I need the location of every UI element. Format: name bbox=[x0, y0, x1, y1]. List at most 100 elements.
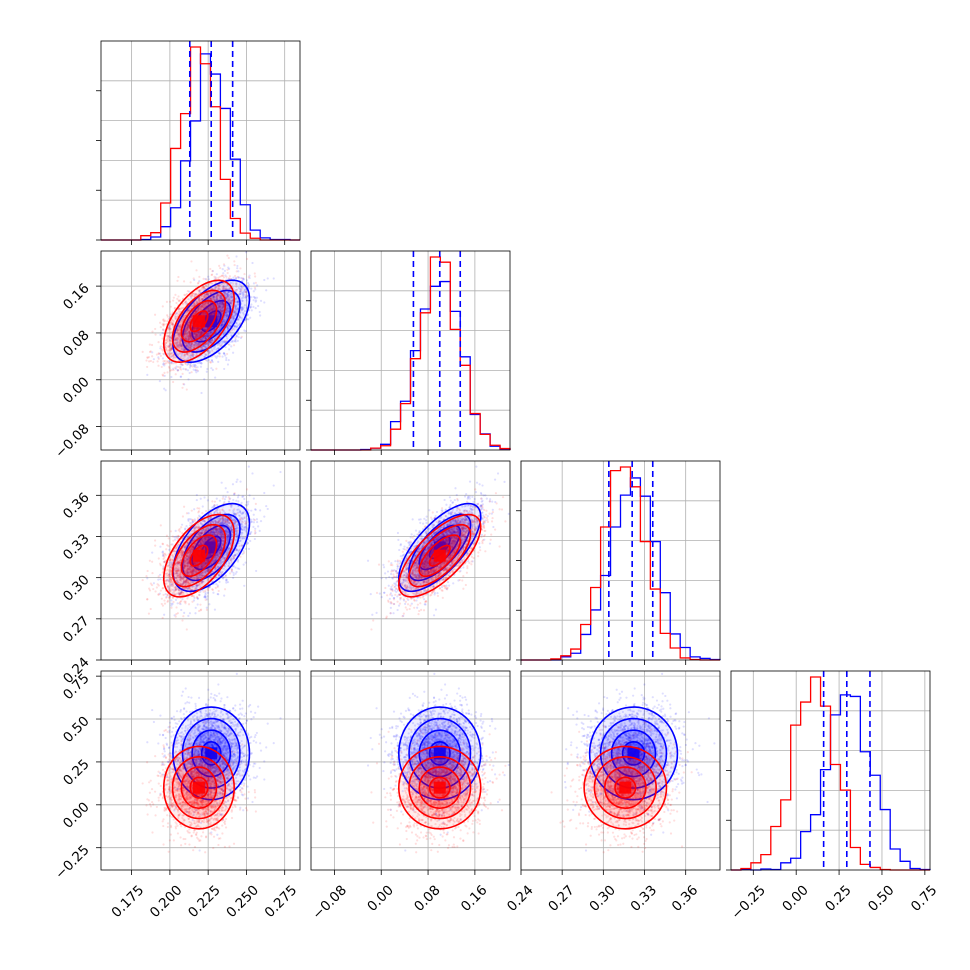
scatter-point-blue bbox=[170, 361, 173, 365]
scatter-point-red bbox=[166, 371, 169, 374]
scatter-point-blue bbox=[229, 292, 233, 295]
scatter-point-red bbox=[195, 269, 198, 272]
scatter-point-blue bbox=[209, 332, 212, 335]
scatter-point-blue bbox=[237, 301, 240, 304]
scatter-point-blue bbox=[207, 310, 210, 313]
scatter-point-blue bbox=[177, 325, 180, 328]
scatter-point-red bbox=[151, 355, 154, 358]
scatter-point-red bbox=[160, 365, 163, 369]
scatter-point-red bbox=[217, 276, 220, 279]
scatter-point-red bbox=[186, 290, 189, 293]
scatter-point-blue bbox=[220, 301, 223, 304]
scatter-point-blue bbox=[202, 313, 205, 316]
scatter-point-blue bbox=[230, 319, 234, 322]
scatter-point-blue bbox=[236, 478, 239, 481]
scatter-point-red bbox=[177, 275, 180, 279]
scatter-point-blue bbox=[228, 297, 231, 301]
scatter-point-blue bbox=[198, 291, 201, 294]
scatter-point-blue bbox=[222, 318, 225, 321]
scatter-point-blue bbox=[162, 362, 165, 365]
scatter-point-blue bbox=[221, 301, 225, 304]
scatter-point-blue bbox=[252, 282, 256, 285]
scatter-point-blue bbox=[185, 326, 189, 329]
scatter-point-blue bbox=[216, 298, 219, 301]
scatter-point-blue bbox=[226, 293, 229, 296]
scatter-point-blue bbox=[249, 305, 252, 308]
gridlines bbox=[101, 251, 300, 450]
scatter-point-blue bbox=[178, 332, 181, 335]
scatter-point-blue bbox=[234, 306, 237, 309]
scatter-point-red bbox=[198, 275, 201, 278]
scatter-point-blue bbox=[206, 334, 209, 337]
scatter-point-blue bbox=[205, 293, 208, 296]
scatter-point-red bbox=[172, 296, 175, 299]
scatter-point-red bbox=[159, 326, 162, 329]
scatter-point-blue bbox=[235, 321, 238, 325]
scatter-point-blue bbox=[218, 305, 221, 308]
scatter-point-blue bbox=[200, 391, 203, 395]
scatter-point-blue bbox=[223, 352, 226, 356]
scatter-point-blue bbox=[197, 309, 200, 312]
scatter-point-blue bbox=[234, 308, 238, 311]
scatter-point-blue bbox=[226, 307, 229, 310]
scatter-point-blue bbox=[164, 389, 167, 392]
scatter-point-blue bbox=[193, 343, 196, 347]
scatter-point-red bbox=[157, 352, 160, 355]
scatter-point-red bbox=[185, 388, 188, 391]
scatter-point-blue bbox=[228, 322, 231, 325]
scatter-point-blue bbox=[257, 304, 260, 308]
scatter-point-blue bbox=[248, 276, 251, 280]
scatter-point-blue bbox=[198, 333, 201, 336]
scatter-point-blue bbox=[234, 312, 238, 315]
scatter-point-blue bbox=[220, 323, 223, 327]
scatter-point-blue bbox=[225, 314, 228, 317]
scatter-point-red bbox=[151, 330, 154, 333]
scatter-point-blue bbox=[205, 335, 209, 338]
scatter-point-blue bbox=[185, 358, 188, 361]
scatter-point-blue bbox=[212, 295, 215, 299]
scatter-point-blue bbox=[213, 298, 216, 301]
scatter-point-blue bbox=[225, 315, 229, 318]
scatter-point-blue bbox=[225, 358, 228, 362]
scatter-point-red bbox=[170, 362, 173, 365]
scatter-point-blue bbox=[222, 284, 225, 288]
scatter-point-blue bbox=[176, 342, 179, 345]
scatter-point-blue bbox=[240, 309, 243, 312]
scatter-point-blue bbox=[195, 301, 199, 304]
scatter-point-blue bbox=[225, 313, 228, 316]
scatter-point-red bbox=[154, 333, 157, 336]
scatter-point-blue bbox=[222, 303, 225, 306]
scatter-point-blue bbox=[193, 332, 196, 335]
scatter-point-blue bbox=[220, 324, 223, 328]
scatter-point-blue bbox=[204, 338, 207, 341]
scatter-point-red bbox=[196, 282, 200, 285]
scatter-point-blue bbox=[237, 303, 240, 306]
scatter-point-blue bbox=[217, 305, 220, 308]
scatter-point-red bbox=[196, 369, 199, 372]
scatter-point-blue bbox=[245, 251, 248, 254]
panel-content bbox=[141, 251, 275, 395]
scatter-point-blue bbox=[178, 342, 181, 345]
scatter-point-blue bbox=[221, 307, 224, 310]
gridlines bbox=[311, 251, 510, 450]
scatter-point-blue bbox=[206, 302, 210, 305]
scatter-point-red bbox=[254, 275, 257, 278]
scatter-point-blue bbox=[229, 324, 232, 327]
scatter-point-red bbox=[163, 319, 167, 322]
scatter-point-blue bbox=[170, 375, 173, 379]
scatter-point-blue bbox=[205, 328, 208, 331]
scatter-point-blue bbox=[202, 288, 205, 291]
scatter-point-blue bbox=[189, 343, 192, 346]
scatter-point-red bbox=[183, 293, 186, 296]
scatter-point-blue bbox=[221, 355, 224, 358]
scatter-point-blue bbox=[205, 359, 209, 362]
scatter-point-red bbox=[190, 371, 193, 374]
scatter-point-blue bbox=[218, 306, 221, 309]
scatter-point-red bbox=[164, 362, 168, 365]
scatter-point-blue bbox=[237, 286, 240, 289]
scatter-point-blue bbox=[235, 283, 238, 286]
scatter-point-blue bbox=[187, 298, 190, 301]
scatter-point-blue bbox=[244, 295, 248, 298]
scatter-point-blue bbox=[203, 378, 206, 381]
scatter-point-blue bbox=[232, 276, 235, 279]
